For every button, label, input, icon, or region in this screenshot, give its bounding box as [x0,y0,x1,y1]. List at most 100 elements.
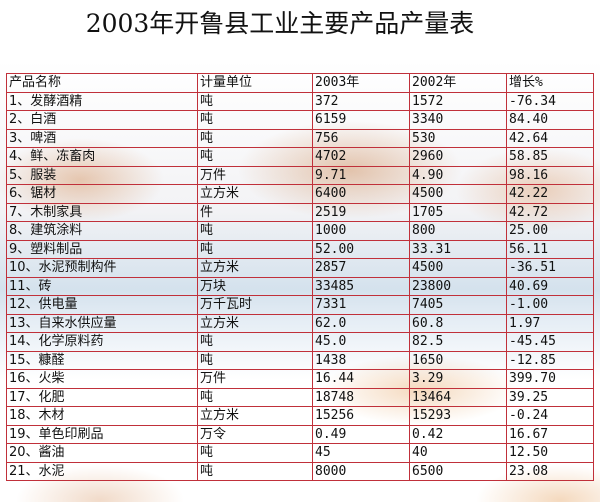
table-row: 14、化学原料药吨 45.0 82.5 -45.45 [6,332,594,352]
cell-growth-percent: 42.64 [506,128,594,148]
cell-unit: 吨 [197,332,313,352]
cell-unit: 吨 [197,110,313,130]
cell-unit: 立方米 [197,258,313,278]
cell-unit: 万千瓦时 [197,295,313,315]
cell-product-name: 4、鲜、冻畜肉 [6,147,198,167]
cell-product-name: 9、塑料制品 [6,239,198,259]
cell-value-2002: 4.90 [409,165,507,185]
cell-value-2002: 1705 [409,202,507,222]
cell-unit: 吨 [197,239,313,259]
cell-value-2003: 372 [312,91,410,111]
cell-value-2002: 13464 [409,387,507,407]
table-row: 3、啤酒吨 756 530 42.64 [6,128,594,148]
table-row: 6、锯材 立方米 6400 4500 42.22 [6,184,594,204]
cell-growth-percent: 1.97 [506,313,594,333]
cell-value-2002: 40 [409,443,507,463]
cell-product-name: 10、水泥预制构件 [6,258,198,278]
cell-value-2003: 45.0 [312,332,410,352]
cell-product-name: 12、供电量 [6,295,198,315]
table-row: 17、化肥吨 18748 13464 39.25 [6,387,594,407]
table-row: 2、白酒吨 6159 3340 84.40 [6,110,594,130]
cell-unit: 吨 [197,128,313,148]
cell-value-2002: 23800 [409,276,507,296]
cell-value-2003: 2519 [312,202,410,222]
cell-product-name: 3、啤酒 [6,128,198,148]
cell-unit: 万令 [197,424,313,444]
table-header-row: 产品名称 计量单位 2003年 2002年 增长% [6,73,594,93]
cell-growth-percent: 16.67 [506,424,594,444]
cell-product-name: 21、水泥 [6,461,198,481]
cell-product-name: 7、木制家具 [6,202,198,222]
table-row: 19、单色印刷品 万令 0.49 0.42 16.67 [6,424,594,444]
cell-growth-percent: 42.22 [506,184,594,204]
cell-product-name: 5、服装 [6,165,198,185]
cell-value-2002: 530 [409,128,507,148]
cell-unit: 万块 [197,276,313,296]
cell-value-2003: 8000 [312,461,410,481]
header-product-name: 产品名称 [6,73,198,93]
cell-product-name: 19、单色印刷品 [6,424,198,444]
table-row: 16、火柴 万件 16.44 3.29 399.70 [6,369,594,389]
cell-growth-percent: 84.40 [506,110,594,130]
cell-value-2002: 3.29 [409,369,507,389]
cell-unit: 吨 [197,350,313,370]
cell-value-2003: 45 [312,443,410,463]
cell-value-2003: 0.49 [312,424,410,444]
cell-unit: 吨 [197,461,313,481]
production-table: 产品名称 计量单位 2003年 2002年 增长% 1、发酵酒精吨 372 1572 -76.3… [6,73,594,481]
cell-growth-percent: 399.70 [506,369,594,389]
table-row: 8、建筑涂料吨 1000 800 25.00 [6,221,594,241]
table-row: 1、发酵酒精吨 372 1572 -76.34 [6,91,594,111]
cell-product-name: 17、化肥 [6,387,198,407]
header-value-2002: 2002年 [409,73,507,93]
cell-unit: 立方米 [197,313,313,333]
cell-unit: 件 [197,202,313,222]
table-row: 7、木制家具件 2519 1705 42.72 [6,202,594,222]
cell-value-2002: 0.42 [409,424,507,444]
table-row: 13、自来水供应量 立方米 62.0 60.8 1.97 [6,313,594,333]
cell-value-2002: 1572 [409,91,507,111]
table-row: 12、供电量 万千瓦时 7331 7405 -1.00 [6,295,594,315]
cell-value-2002: 2960 [409,147,507,167]
cell-value-2003: 9.71 [312,165,410,185]
cell-value-2003: 6400 [312,184,410,204]
cell-unit: 吨 [197,147,313,167]
page-title: 2003年开鲁县工业主要产品产量表 [85,9,475,38]
cell-value-2003: 6159 [312,110,410,130]
cell-product-name: 14、化学原料药 [6,332,198,352]
cell-value-2003: 2857 [312,258,410,278]
cell-product-name: 6、锯材 [6,184,198,204]
cell-growth-percent: 42.72 [506,202,594,222]
cell-growth-percent: -45.45 [506,332,594,352]
cell-value-2003: 1438 [312,350,410,370]
cell-value-2003: 62.0 [312,313,410,333]
cell-value-2002: 4500 [409,258,507,278]
cell-growth-percent: 12.50 [506,443,594,463]
cell-growth-percent: 58.85 [506,147,594,167]
cell-unit: 吨 [197,221,313,241]
cell-product-name: 11、砖 [6,276,198,296]
cell-growth-percent: -1.00 [506,295,594,315]
cell-value-2003: 4702 [312,147,410,167]
cell-product-name: 16、火柴 [6,369,198,389]
cell-unit: 吨 [197,443,313,463]
cell-value-2002: 1650 [409,350,507,370]
cell-unit: 吨 [197,91,313,111]
table-row: 9、塑料制品吨 52.00 33.31 56.11 [6,239,594,259]
cell-value-2003: 33485 [312,276,410,296]
cell-value-2002: 15293 [409,406,507,426]
cell-value-2003: 52.00 [312,239,410,259]
cell-product-name: 2、白酒 [6,110,198,130]
cell-unit: 立方米 [197,406,313,426]
table-row: 15、糠醛吨 1438 1650 -12.85 [6,350,594,370]
cell-product-name: 8、建筑涂料 [6,221,198,241]
cell-growth-percent: 25.00 [506,221,594,241]
cell-product-name: 18、木材 [6,406,198,426]
cell-growth-percent: -76.34 [506,91,594,111]
table-row: 11、砖 万块 33485 23800 40.69 [6,276,594,296]
cell-value-2002: 33.31 [409,239,507,259]
table-row: 4、鲜、冻畜肉吨 4702 2960 58.85 [6,147,594,167]
cell-growth-percent: 23.08 [506,461,594,481]
cell-growth-percent: 56.11 [506,239,594,259]
cell-product-name: 20、酱油 [6,443,198,463]
